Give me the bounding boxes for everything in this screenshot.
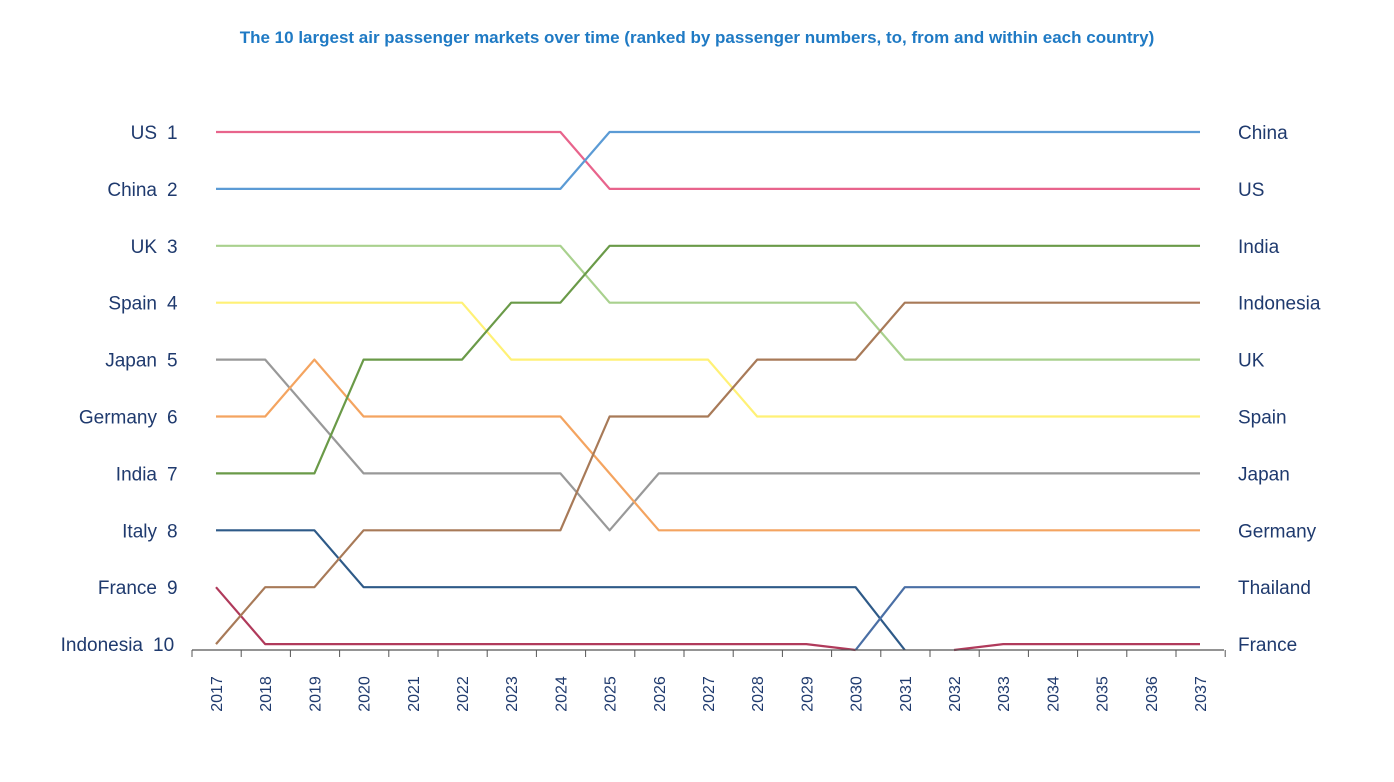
x-tick-label: 2020 xyxy=(357,676,374,712)
left-label-indonesia: Indonesia xyxy=(61,635,144,656)
x-tick-label: 2033 xyxy=(996,676,1013,712)
series-line-india xyxy=(216,244,1200,475)
left-rank-7: 7 xyxy=(167,464,178,485)
right-label-india: India xyxy=(1238,237,1280,258)
left-label-france: France xyxy=(98,578,157,599)
right-label-spain: Spain xyxy=(1238,408,1287,429)
x-tick-label: 2024 xyxy=(553,676,570,712)
series-line-china xyxy=(216,130,1200,190)
x-tick-label: 2037 xyxy=(1193,676,1210,712)
series-line-france xyxy=(215,586,856,652)
right-label-thailand: Thailand xyxy=(1238,578,1311,599)
x-tick-label: 2034 xyxy=(1045,676,1062,712)
right-label-uk: UK xyxy=(1238,351,1265,372)
x-tick-label: 2026 xyxy=(652,676,669,712)
series-line-france-b xyxy=(953,642,1200,652)
left-label-uk: UK xyxy=(131,237,158,258)
series-line-us xyxy=(216,130,1200,190)
left-rank-labels: US 1 China 2 UK 3 Spain 4 Japan 5 Germany 6 India 7 It… xyxy=(61,123,178,656)
series-line-germany xyxy=(216,358,1200,532)
x-tick-label: 2025 xyxy=(603,676,620,712)
left-rank-4: 4 xyxy=(167,294,178,315)
right-label-china: China xyxy=(1238,123,1288,144)
x-tick-label: 2035 xyxy=(1095,676,1112,712)
left-rank-2: 2 xyxy=(167,180,178,201)
x-tick-label: 2031 xyxy=(898,676,915,712)
series-line-thailand xyxy=(854,586,1200,651)
left-label-us: US xyxy=(131,123,157,144)
left-rank-3: 3 xyxy=(167,237,178,258)
series-line-uk xyxy=(216,244,1200,361)
right-label-japan: Japan xyxy=(1238,464,1290,485)
x-tick-label: 2028 xyxy=(750,676,767,712)
left-rank-8: 8 xyxy=(167,521,178,542)
x-tick-label: 2019 xyxy=(307,676,324,712)
right-rank-labels: China US India Indonesia UK Spain Japan Germany… xyxy=(1238,123,1321,656)
right-label-germany: Germany xyxy=(1238,521,1317,542)
left-label-italy: Italy xyxy=(122,521,157,542)
series-line-spain xyxy=(216,301,1200,418)
x-axis: 2017 2018 2019 2020 2021 2022 2023 2024 2025 2026… xyxy=(191,649,1226,712)
x-tick-label: 2036 xyxy=(1144,676,1161,712)
left-label-china: China xyxy=(107,180,157,201)
x-tick-label: 2018 xyxy=(258,676,275,712)
left-label-india: India xyxy=(116,464,158,485)
x-tick-label: 2032 xyxy=(947,676,964,712)
left-label-germany: Germany xyxy=(79,408,158,429)
left-rank-6: 6 xyxy=(167,408,178,429)
chart-title: The 10 largest air passenger markets ove… xyxy=(239,28,1155,47)
left-label-spain: Spain xyxy=(108,294,157,315)
left-rank-5: 5 xyxy=(167,351,178,372)
left-label-japan: Japan xyxy=(105,351,157,372)
x-tick-label: 2023 xyxy=(504,676,521,712)
series-lines xyxy=(215,130,1200,652)
series-line-italy xyxy=(216,529,906,651)
series-line-japan xyxy=(216,358,1200,532)
right-label-france: France xyxy=(1238,635,1297,656)
x-tick-label: 2027 xyxy=(701,676,718,712)
x-tick-label: 2021 xyxy=(406,676,423,712)
left-rank-1: 1 xyxy=(167,123,178,144)
x-tick-label: 2029 xyxy=(799,676,816,712)
left-rank-10: 10 xyxy=(153,635,174,656)
left-rank-9: 9 xyxy=(167,578,178,599)
x-tick-label: 2030 xyxy=(849,676,866,712)
series-line-indonesia xyxy=(215,301,1200,645)
right-label-indonesia: Indonesia xyxy=(1238,294,1321,315)
right-label-us: US xyxy=(1238,180,1264,201)
x-tick-label: 2017 xyxy=(209,676,226,712)
x-tick-label: 2022 xyxy=(455,676,472,712)
